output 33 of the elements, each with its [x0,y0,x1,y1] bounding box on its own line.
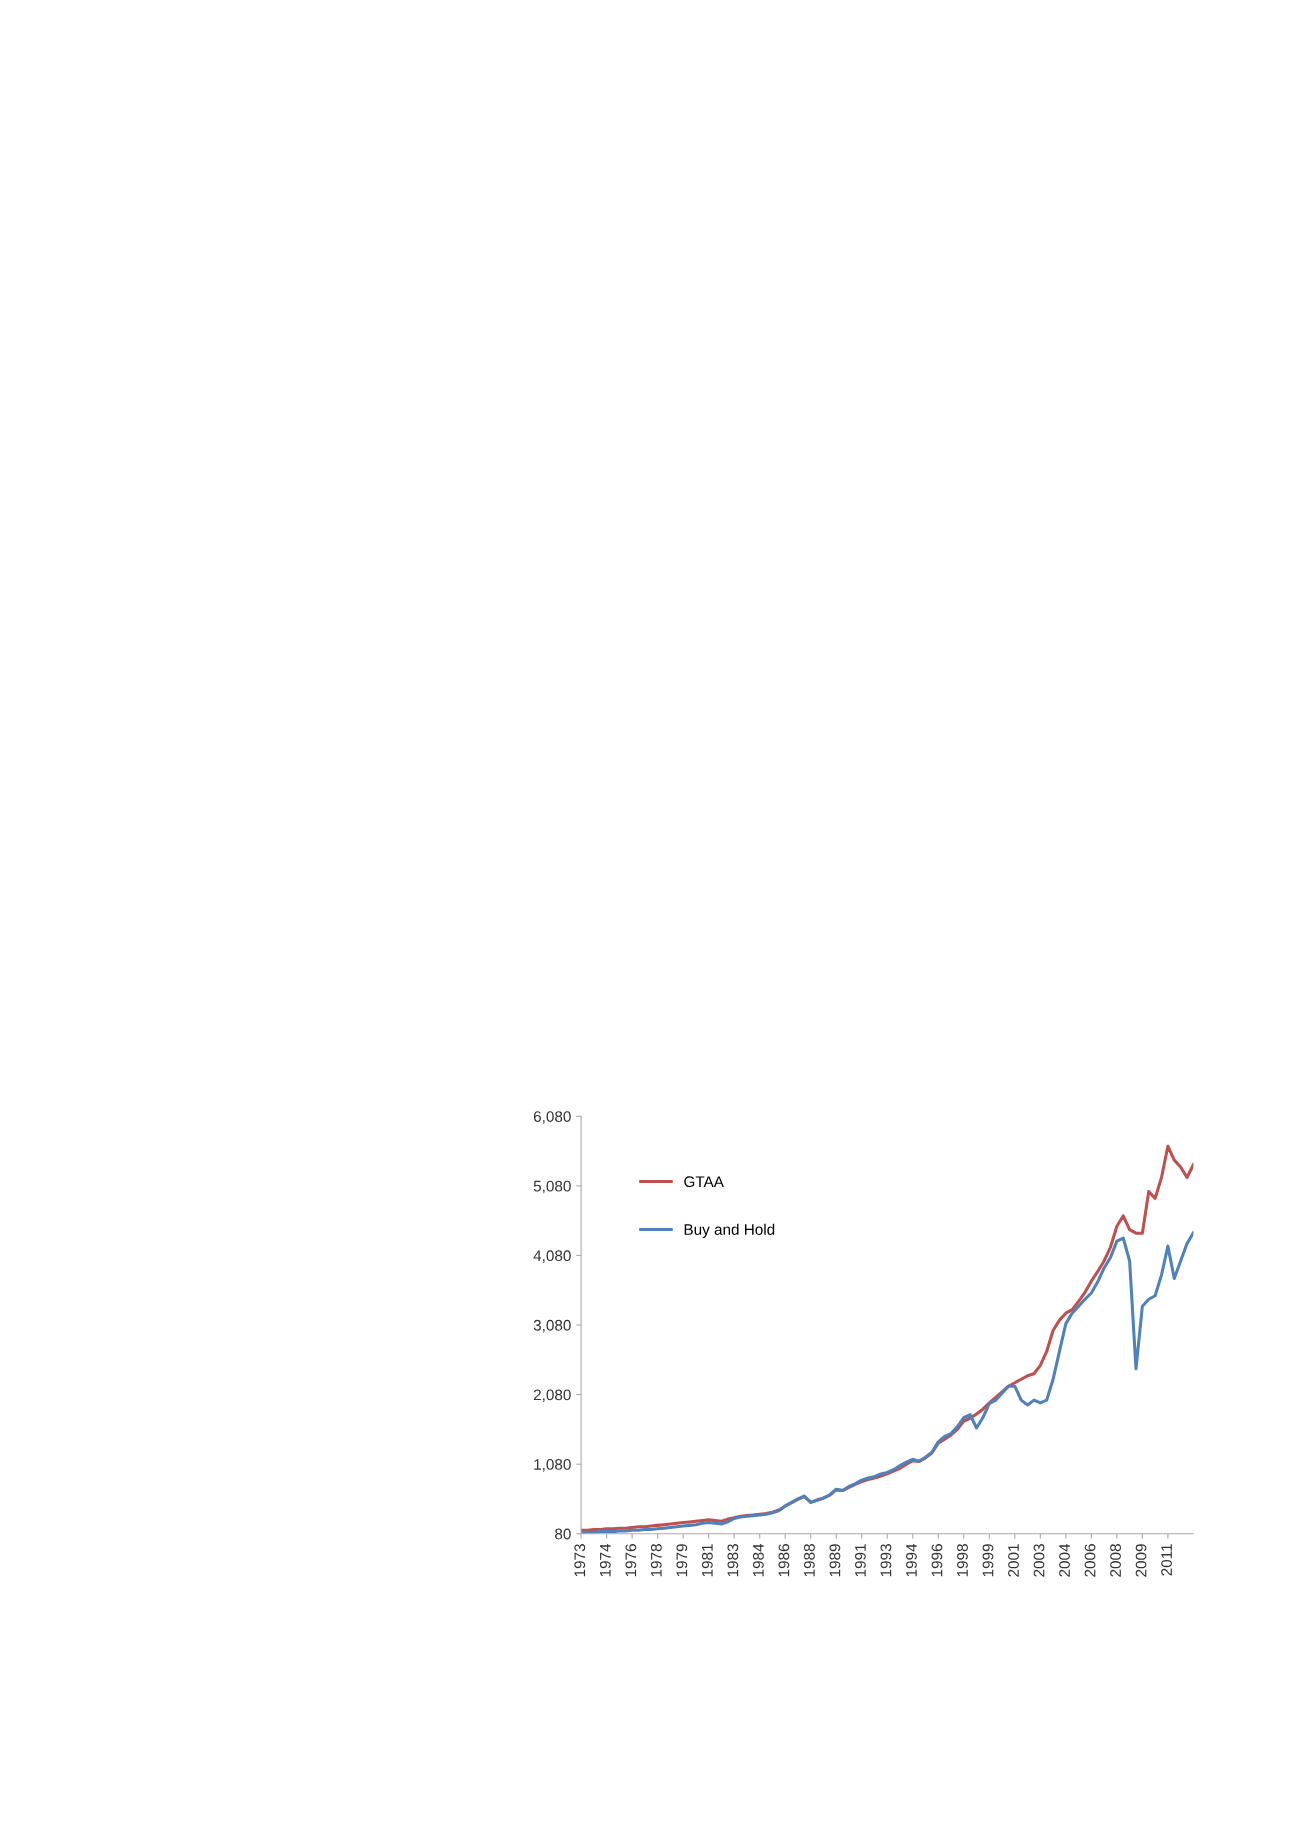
x-tick-label: 1979 [676,1544,688,1577]
legend-label: Buy and Hold [684,1223,775,1238]
x-tick-label: 2006 [1084,1544,1096,1577]
x-tick-label: 1996 [931,1544,943,1577]
x-tick-label: 1976 [625,1544,637,1577]
x-tick-label: 1993 [880,1544,892,1577]
x-tick-label: 1978 [650,1544,662,1577]
y-tick-label: 3,080 [533,1319,571,1333]
x-tick-label: 1988 [804,1544,815,1577]
x-tick-label: 1989 [829,1544,841,1577]
x-tick-label: 2009 [1135,1544,1147,1577]
y-tick-label: 80 [555,1528,571,1540]
x-tick-label: 1994 [906,1543,917,1577]
y-tick-label: 5,080 [533,1180,571,1194]
x-tick-label: 2004 [1059,1543,1070,1577]
x-tick-label: 1981 [701,1544,713,1577]
y-tick-label: 6,080 [533,1111,571,1124]
x-tick-label: 1984 [752,1543,764,1577]
x-tick-label: 1983 [727,1544,739,1577]
x-tick-label: 1973 [574,1544,586,1577]
x-tick-label: 1991 [855,1544,866,1577]
y-tick-label: 2,080 [533,1389,571,1403]
x-tick-label: 1986 [778,1544,790,1577]
y-tick-label: 4,080 [533,1250,571,1263]
x-tick-label: 2008 [1110,1544,1121,1577]
x-tick-label: 2011 [1161,1544,1172,1576]
legend-label: GTAA [684,1176,724,1188]
x-tick-label: 1974 [599,1543,611,1577]
x-tick-label: 2003 [1033,1544,1045,1577]
x-tick-label: 1999 [982,1544,994,1577]
y-tick-label: 1,080 [534,1459,571,1472]
x-tick-label: 2001 [1008,1544,1019,1577]
x-tick-label: 1998 [957,1544,968,1577]
